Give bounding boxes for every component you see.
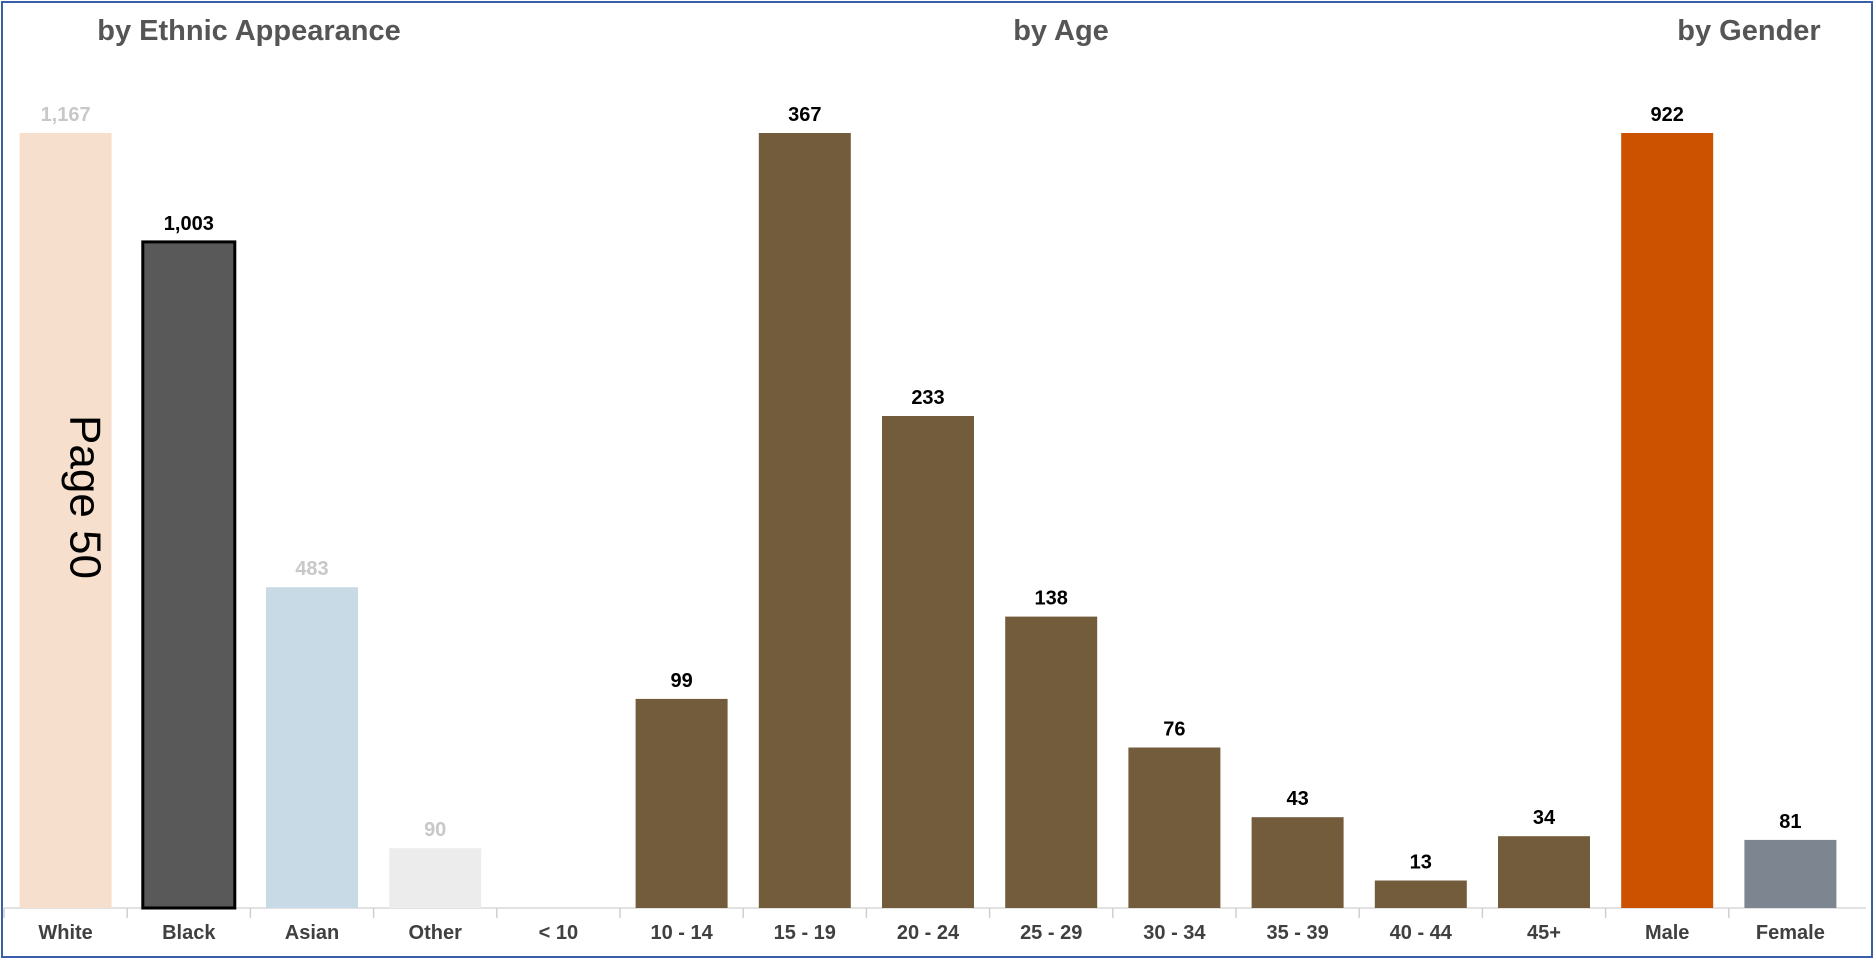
age-category-label-20-24: 20 - 24 — [897, 922, 960, 944]
age-category-label-15-19: 15 - 19 — [774, 922, 836, 944]
page-number-stamp: Page 50 — [60, 415, 109, 579]
ethnic-panel-title: by Ethnic Appearance — [97, 15, 401, 47]
ethnic-category-label-asian: Asian — [285, 922, 339, 944]
gender-value-label-female: 81 — [1779, 811, 1801, 833]
bar-marks — [19, 133, 1837, 910]
ethnic-value-label-white: 1,167 — [41, 104, 91, 126]
age-bar-30-34 — [1128, 747, 1221, 908]
age-bar-35-39 — [1251, 817, 1344, 908]
age-category-label-10-14: 10 - 14 — [650, 922, 713, 944]
gender-category-label-male: Male — [1645, 922, 1689, 944]
ethnic-category-label-other: Other — [409, 922, 463, 944]
category-labels: White Black Asian Other < 10 10 - 14 15 - 19 20… — [38, 922, 1824, 944]
age-bar-40-44 — [1374, 880, 1467, 908]
age-category-label-35-39: 35 - 39 — [1266, 922, 1328, 944]
ethnic-bar-black — [141, 240, 237, 910]
ethnic-value-label-asian: 483 — [295, 558, 328, 580]
age-bar-20-24 — [882, 416, 974, 908]
age-category-label-lt-10: < 10 — [539, 922, 578, 944]
age-value-label-25-29: 138 — [1035, 588, 1068, 610]
age-value-label-40-44: 13 — [1410, 852, 1432, 874]
age-category-label-40-44: 40 - 44 — [1390, 922, 1453, 944]
age-bar-25-29 — [1005, 616, 1098, 908]
value-labels: 1,167 1,003 483 90 99 367 233 138 76 43 13 34 922 81 — [41, 104, 1802, 874]
age-bar-10-14 — [635, 698, 728, 908]
ethnic-bar-white — [19, 133, 112, 908]
ethnic-category-label-white: White — [38, 922, 92, 944]
age-bar-15-19 — [758, 133, 851, 908]
gender-bar-female — [1744, 839, 1837, 908]
age-value-label-15-19: 367 — [788, 104, 821, 126]
age-value-label-10-14: 99 — [670, 670, 692, 692]
age-value-label-35-39: 43 — [1286, 788, 1308, 810]
age-value-label-45plus: 34 — [1533, 807, 1556, 829]
ethnic-value-label-black: 1,003 — [164, 213, 214, 235]
gender-panel-title: by Gender — [1677, 15, 1820, 47]
panel-titles: by Ethnic Appearance by Age by Gender — [97, 15, 1820, 47]
gender-bar-male — [1621, 133, 1714, 908]
age-category-label-45plus: 45+ — [1527, 922, 1561, 944]
ethnic-category-label-black: Black — [162, 922, 216, 944]
ethnic-bar-other — [389, 848, 482, 908]
age-value-label-20-24: 233 — [911, 387, 944, 409]
age-value-label-30-34: 76 — [1163, 719, 1185, 741]
gender-category-label-female: Female — [1756, 922, 1825, 944]
age-category-label-25-29: 25 - 29 — [1020, 922, 1082, 944]
age-panel-title: by Age — [1013, 15, 1109, 47]
age-bar-45plus — [1498, 836, 1590, 908]
gender-value-label-male: 922 — [1651, 104, 1684, 126]
ethnic-value-label-other: 90 — [424, 819, 446, 841]
axis-ticks — [3, 908, 1730, 918]
ethnic-bar-asian — [266, 587, 358, 908]
age-category-label-30-34: 30 - 34 — [1143, 922, 1206, 944]
